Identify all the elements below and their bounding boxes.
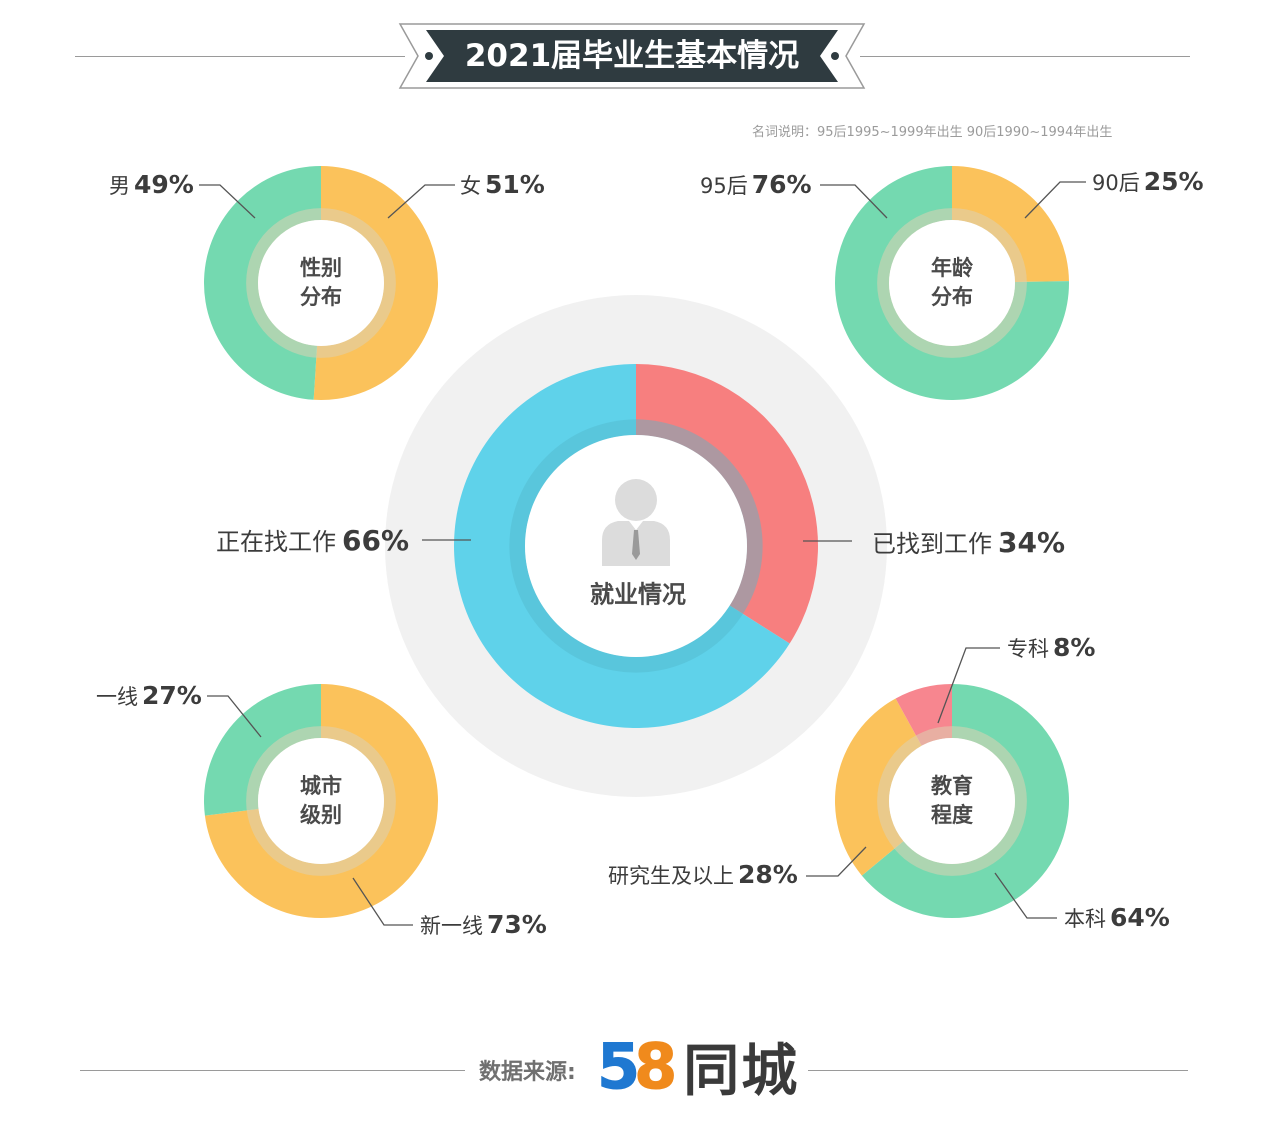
- age-title-line2: 分布: [931, 285, 973, 309]
- age-90s-label: 90后 25%: [1092, 167, 1204, 197]
- data-source-label: 数据来源:: [479, 1060, 576, 1085]
- employment-seeking-value: 66%: [342, 524, 410, 557]
- gender-female-label: 女 51%: [460, 170, 545, 200]
- age-90s-value: 25%: [1143, 167, 1204, 196]
- employment-donut-title: 就业情况: [590, 580, 686, 609]
- city-slice-1: [204, 684, 438, 919]
- city-tier1-label: 一线 27%: [96, 681, 202, 711]
- age-leader-line-2: [820, 184, 888, 219]
- city-leader-line-2: [207, 695, 262, 738]
- education-bachelor-label: 本科 64%: [1064, 903, 1170, 933]
- gender-male-name: 男: [109, 174, 130, 198]
- footer-line-left: [80, 1070, 465, 1071]
- education-title-line1: 教育: [931, 774, 973, 798]
- employment-slice-2: [453, 364, 790, 728]
- employment-found-name: 已找到工作: [872, 530, 992, 558]
- employment-seeking-name: 正在找工作: [216, 528, 336, 556]
- gender-female-value: 51%: [485, 170, 545, 199]
- logo-digit-five: 5: [596, 1029, 640, 1103]
- gender-title-line2: 分布: [300, 285, 342, 309]
- age-90s-name: 90后: [1092, 171, 1140, 195]
- gender-leader-line-2: [199, 184, 256, 219]
- title-line-left: [75, 56, 405, 57]
- banner-dot-left: [425, 52, 433, 60]
- banner-dot-right: [831, 52, 839, 60]
- city-title-line2: 级别: [300, 803, 342, 827]
- gender-leader-line-1: [387, 184, 455, 219]
- gender-donut-title: 性别 分布: [300, 254, 342, 312]
- person-icon: [602, 479, 670, 566]
- title-banner-fill: [426, 30, 838, 82]
- education-slice-2: [835, 698, 922, 876]
- city-tier1-name: 一线: [96, 685, 138, 709]
- city-donut-hole: [258, 738, 384, 864]
- age-95s-value: 76%: [751, 170, 812, 199]
- age-95s-label: 95后 76%: [700, 170, 812, 200]
- gender-title-line1: 性别: [300, 256, 342, 280]
- age-donut-title: 年龄 分布: [931, 254, 973, 312]
- city-slice-2: [203, 684, 321, 816]
- page-title: 2021届毕业生基本情况: [464, 38, 800, 74]
- employment-found-value: 34%: [998, 526, 1066, 559]
- education-bachelor-value: 64%: [1110, 903, 1170, 932]
- education-leader-line-1: [994, 872, 1057, 919]
- gender-donut-hole: [258, 220, 384, 346]
- education-college-value: 8%: [1053, 633, 1096, 662]
- city-tier1-value: 27%: [142, 681, 202, 710]
- age-95s-name: 95后: [700, 174, 748, 198]
- education-college-label: 专科 8%: [1007, 633, 1095, 663]
- employment-slice-1: [636, 364, 818, 644]
- city-title-line1: 城市: [300, 774, 342, 798]
- education-donut-title: 教育 程度: [931, 772, 973, 830]
- age-leader-line-1: [1024, 181, 1086, 219]
- education-graduate-name: 研究生及以上: [608, 864, 734, 888]
- gender-female-name: 女: [460, 174, 481, 198]
- education-leader-line-2: [806, 846, 867, 877]
- city-donut-title: 城市 级别: [300, 772, 342, 830]
- glossary-note: 名词说明：95后1995~1999年出生 90后1990~1994年出生: [752, 125, 1113, 140]
- education-graduate-label: 研究生及以上 28%: [608, 860, 798, 890]
- age-slice-2: [835, 166, 1069, 400]
- age-title-line1: 年龄: [931, 256, 973, 280]
- education-graduate-value: 28%: [738, 860, 798, 889]
- title-line-right: [860, 56, 1190, 57]
- employment-seeking-label: 正在找工作 66%: [216, 522, 409, 557]
- footer-line-right: [808, 1070, 1188, 1071]
- city-leader-line-1: [352, 877, 413, 926]
- city-new-tier1-label: 新一线 73%: [420, 910, 547, 940]
- gender-male-value: 49%: [134, 170, 194, 199]
- education-leader-line-3: [937, 647, 1000, 724]
- title-banner: [398, 23, 866, 89]
- age-slice-1: [952, 166, 1069, 283]
- education-college-name: 专科: [1007, 637, 1049, 661]
- city-new-tier1-value: 73%: [487, 910, 547, 939]
- logo-text: 同城: [683, 1038, 800, 1104]
- logo-digit-eight: 8: [634, 1029, 678, 1103]
- education-donut-hole: [889, 738, 1015, 864]
- education-bachelor-name: 本科: [1064, 907, 1106, 931]
- age-donut-hole: [889, 220, 1015, 346]
- education-title-line2: 程度: [931, 803, 973, 827]
- employment-found-label: 已找到工作 34%: [872, 524, 1065, 559]
- city-new-tier1-name: 新一线: [420, 914, 483, 938]
- 58-tongcheng-logo: 5 8 同城: [596, 1029, 799, 1104]
- gender-male-label: 男 49%: [109, 170, 194, 200]
